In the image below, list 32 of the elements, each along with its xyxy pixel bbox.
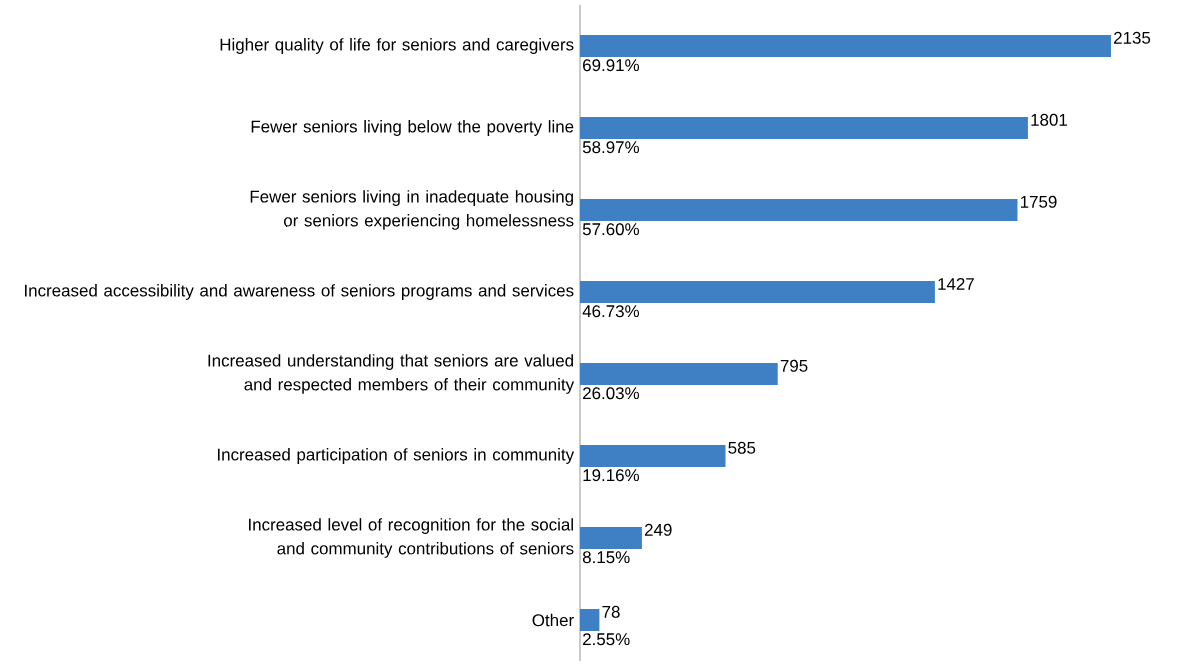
annotation: 2.55% (583, 633, 630, 646)
data-label: 585 (728, 441, 756, 454)
bar (580, 445, 726, 468)
annotation: 46.73% (582, 305, 640, 318)
bar (580, 281, 935, 303)
data-label: 78 (602, 605, 620, 618)
data-label: 1427 (938, 277, 974, 290)
annotation: 19.16% (583, 469, 640, 482)
data-label: 1759 (1020, 195, 1057, 208)
annotation: 8.15% (582, 551, 630, 564)
annotation: 57.60% (582, 223, 640, 236)
y-tick-label: Higher quality of life for seniors and caregivers (220, 38, 574, 54)
annotation: 26.03% (583, 387, 640, 400)
data-label: 2135 (1114, 31, 1151, 44)
annotation: 69.91% (583, 59, 640, 72)
y-tick-label: Increased participation of seniors in community (218, 448, 575, 464)
y-tick-label: Fewer seniors living below the poverty line (251, 120, 574, 136)
y-tick-label: Increased level of recognition for the social and community contributions of seniors (249, 518, 574, 558)
data-label: 249 (644, 523, 672, 536)
bar (580, 609, 600, 632)
y-tick-label: Increased accessibility and awareness of seniors programs and services (25, 284, 574, 300)
bar (580, 363, 778, 385)
data-label: 795 (780, 359, 808, 372)
bar (580, 117, 1028, 139)
bar (580, 527, 642, 550)
y-tick-label: Increased understanding that seniors are valued and respected members of their community (208, 354, 575, 394)
annotation: 58.97% (582, 141, 640, 154)
bar (580, 199, 1018, 221)
bar (580, 35, 1111, 57)
y-tick-label: Other (532, 613, 574, 627)
y-tick-label: Fewer seniors living in inadequate housing or seniors experiencing homelessness (250, 190, 574, 230)
data-label: 1801 (1031, 113, 1067, 126)
